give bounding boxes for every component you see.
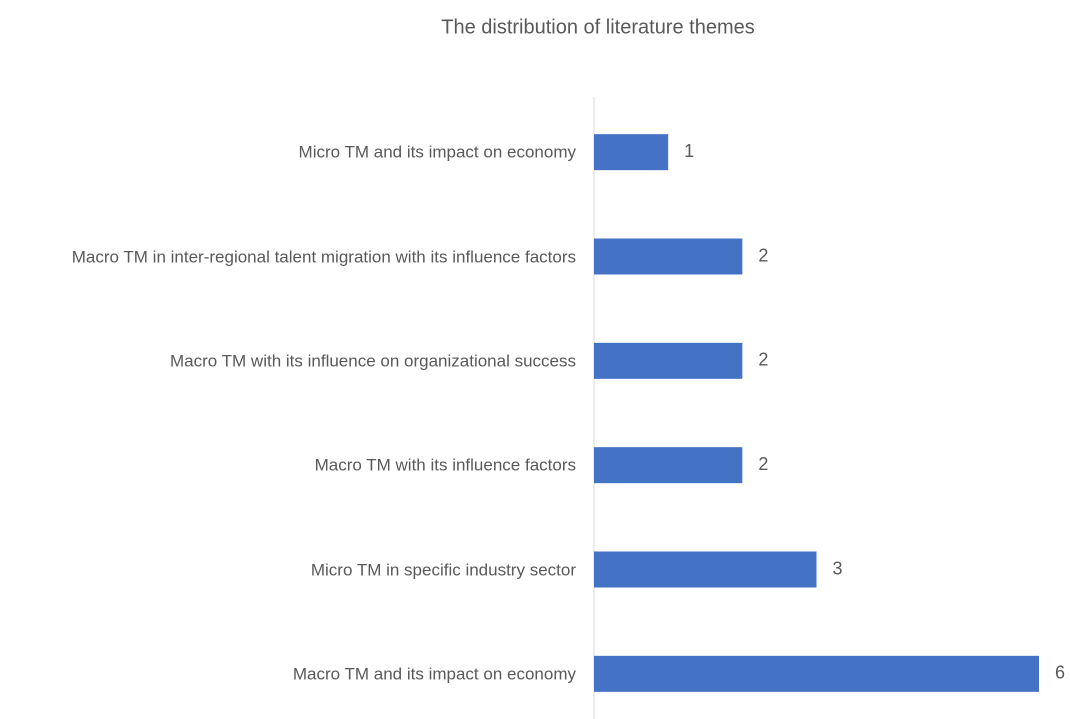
data-label: 2 bbox=[758, 350, 768, 370]
data-label: 2 bbox=[758, 454, 768, 474]
bar bbox=[594, 551, 817, 588]
y-tick-label-box: Micro TM and its impact on economy bbox=[6, 142, 576, 163]
data-label: 6 bbox=[1055, 663, 1065, 683]
y-tick-label: Macro TM with its influence factors bbox=[314, 455, 576, 475]
y-tick-label-box: Macro TM and its impact on economy bbox=[6, 663, 576, 684]
y-tick-label: Macro TM in inter-regional talent migrat… bbox=[71, 247, 576, 266]
data-label: 2 bbox=[758, 245, 768, 265]
bar bbox=[594, 134, 669, 171]
y-tick-label: Macro TM with its influence on organizat… bbox=[170, 351, 576, 371]
bar bbox=[594, 342, 743, 379]
bar bbox=[594, 447, 743, 484]
y-tick-label-box: Macro TM with its influence factors bbox=[6, 455, 576, 476]
y-tick-label-box: Macro TM with its influence on organizat… bbox=[6, 350, 576, 371]
bar bbox=[594, 238, 743, 275]
y-tick-label: Macro TM and its impact on economy bbox=[292, 664, 576, 684]
y-tick-label: Micro TM in specific industry sector bbox=[310, 560, 576, 579]
y-tick-label-box: Macro TM in inter-regional talent migrat… bbox=[6, 246, 576, 267]
y-tick-label: Micro TM and its impact on economy bbox=[298, 142, 576, 162]
y-tick-label-box: Micro TM in specific industry sector bbox=[6, 559, 576, 580]
data-label: 1 bbox=[684, 141, 694, 161]
chart-title: The distribution of literature themes bbox=[441, 16, 755, 38]
bar bbox=[594, 655, 1039, 692]
data-label: 3 bbox=[833, 558, 843, 578]
